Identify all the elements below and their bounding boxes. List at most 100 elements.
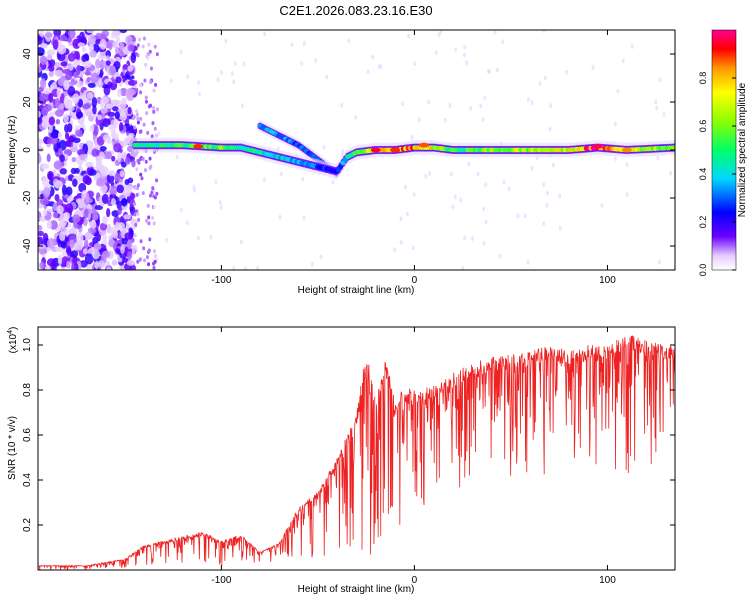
noise-blob [88,169,97,176]
ridge-core [671,145,675,151]
noise-blob [38,66,42,73]
snr-x-axis: -100 0 100 [211,327,616,586]
noise-blob [144,95,148,100]
noise-blob [107,124,116,130]
noise-blob [86,91,94,100]
spectrogram-speckle [198,91,202,97]
spectrogram-speckle [325,74,329,80]
spectrogram-speckle [448,102,452,108]
noise-blob [100,107,108,114]
noise-blob [127,106,132,115]
noise-blob [85,111,93,117]
noise-blob [151,215,155,220]
noise-blob [152,265,156,270]
noise-blob [77,98,84,108]
noise-blob [144,159,148,164]
y-tick-label: 0.4 [22,473,33,487]
noise-blob [63,212,71,220]
noise-blob [71,262,76,270]
spectrogram-speckle [463,44,467,50]
snr-series [38,335,675,570]
spectrogram-speckle [443,117,447,123]
spectrogram-speckle [196,235,200,241]
noise-blob [117,208,122,215]
noise-blob [74,167,80,174]
noise-blob [136,120,140,125]
noise-blob [89,124,95,132]
noise-blob [98,151,105,160]
noise-blob [38,146,44,152]
noise-blob [59,103,65,111]
noise-blob [77,232,84,244]
noise-blob [133,233,137,238]
spectrogram-speckle [483,95,487,101]
noise-blob [49,59,56,67]
spectrogram-speckle [347,38,351,44]
spectrogram-speckle [654,99,658,105]
noise-blob [88,34,96,46]
noise-blob [57,254,63,265]
noise-blob [155,178,159,183]
noise-blob [88,220,95,226]
noise-blob [155,191,159,196]
noise-blob [95,157,103,168]
noise-blob [106,136,112,145]
spectrogram-speckle [591,64,595,70]
noise-blob [120,111,126,118]
spectrogram-speckle [600,202,604,208]
x-tick-label: 100 [599,275,616,286]
spectrogram-speckle [543,75,547,81]
noise-blob [52,39,59,50]
noise-blob [77,240,84,251]
noise-blob [40,78,47,89]
noise-blob [147,221,151,226]
noise-blob [48,124,53,134]
noise-blob [82,248,88,255]
noise-blob [94,204,104,211]
noise-blob [141,44,145,49]
noise-blob [79,153,85,161]
spectrogram-speckle [449,171,453,177]
noise-blob [81,46,86,53]
noise-blob [93,242,102,251]
noise-blob [140,176,144,181]
noise-blob [108,64,117,76]
noise-blob [72,93,80,104]
noise-blob [92,249,100,260]
noise-blob [111,155,116,162]
noise-blob [119,170,125,178]
y-tick-label: 0 [22,147,33,153]
spectrogram-speckle [461,266,465,270]
noise-blob [126,239,132,250]
spectrogram-speckle [220,70,224,76]
noise-blob [105,103,114,109]
noise-blob [57,51,66,62]
noise-blob [76,64,81,76]
noise-blob [123,187,132,197]
noise-blob [138,257,142,262]
noise-blob [105,60,111,66]
spectrogram-speckle [428,171,432,177]
spectrogram-speckle [165,237,169,243]
noise-blob [67,85,76,97]
noise-blob [152,205,156,210]
noise-blob [54,61,60,68]
noise-blob [142,36,146,41]
noise-blob [108,185,118,195]
spectrogram-speckle [495,67,499,73]
noise-blob [141,156,145,161]
noise-blob [106,223,112,234]
noise-blob [47,170,54,180]
noise-blob [102,215,108,225]
noise-blob [53,30,62,37]
noise-blob [153,195,157,200]
noise-blob [84,208,89,219]
noise-blob [110,99,120,106]
noise-blob [154,133,158,138]
snr-y-multiplier-exp: 4 [7,330,14,334]
spectrogram-speckle [463,235,467,241]
colorbar-gradient [711,29,737,271]
noise-blob [52,212,59,219]
colorbar-tick-label: 0.4 [698,168,708,181]
noise-blob [148,193,152,198]
